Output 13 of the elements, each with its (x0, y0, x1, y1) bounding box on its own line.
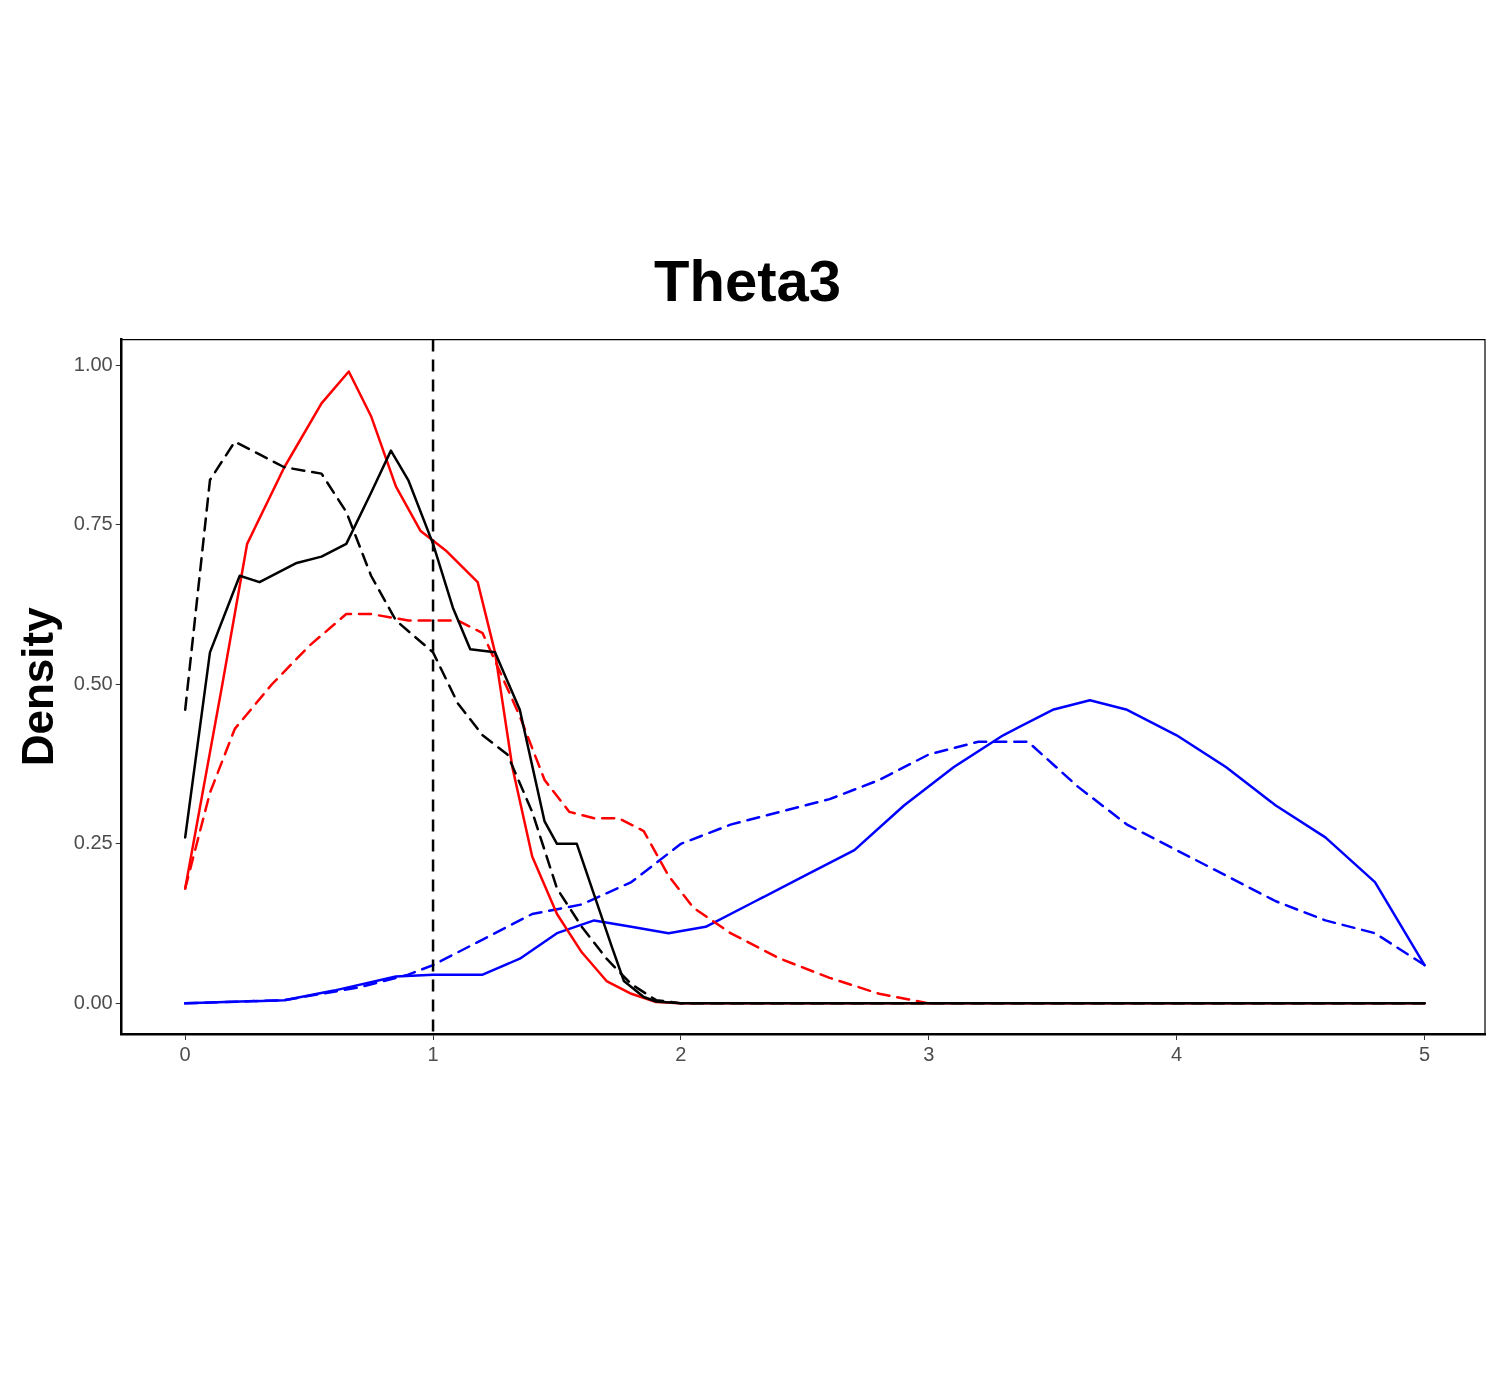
y-axis-title: Density (12, 606, 62, 767)
y-tick-label: 0.50 (73, 671, 113, 694)
x-tick-label: 3 (923, 1042, 935, 1065)
y-tick-label: 0.75 (73, 512, 113, 535)
x-tick-label: 2 (675, 1042, 687, 1065)
x-tick-label: 4 (1171, 1042, 1183, 1065)
y-tick-label: 0.00 (73, 990, 113, 1013)
chart-title: Theta3 (654, 247, 841, 313)
x-tick-label: 0 (179, 1042, 191, 1065)
y-tick-label: 1.00 (73, 352, 113, 375)
y-tick-label: 0.25 (73, 831, 113, 854)
x-tick-label: 5 (1418, 1042, 1431, 1065)
x-tick-label: 1 (427, 1042, 439, 1065)
